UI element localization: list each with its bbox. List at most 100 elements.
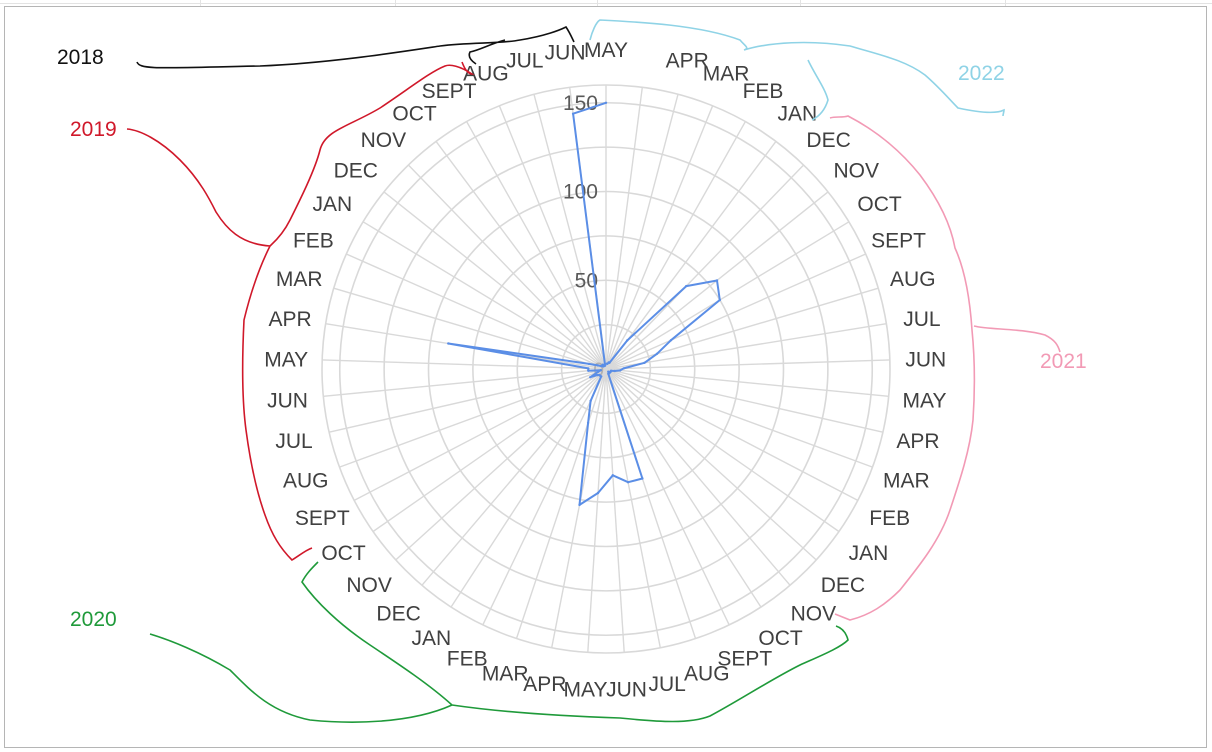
category-label: MAY [903,390,947,413]
series-point[interactable] [596,370,599,374]
grid-spoke [605,140,777,370]
series-point[interactable] [589,376,592,379]
category-label: FEB [743,80,784,103]
grid-spoke [605,221,850,370]
category-label: JAN [313,193,353,216]
series-point[interactable] [609,369,613,372]
category-label: JUL [649,673,686,696]
category-label: JAN [849,542,889,565]
year-annotations [126,19,1061,723]
grid-spoke [605,323,887,370]
series-point[interactable] [587,362,591,366]
category-label: FEB [293,230,334,253]
grid-spoke [605,121,747,370]
grid-spoke [362,221,607,370]
series-point[interactable] [626,339,629,342]
grid-spoke [605,368,817,561]
grid-spoke [383,191,607,370]
category-label: JUN [545,42,586,65]
category-label: MAY [564,678,608,701]
category-label: AUG [463,62,509,85]
annotation-label-2019: 2019 [70,118,117,141]
series-point[interactable] [641,477,644,480]
category-label: MAR [703,62,750,85]
category-label: DEC [821,574,865,597]
grid-spoke [515,368,607,639]
grid-spoke [605,164,805,370]
series-point[interactable] [669,339,673,342]
grid-spoke [482,368,607,626]
grid-spoke [323,368,607,397]
series-point[interactable] [605,362,608,365]
grid-spoke [605,368,730,626]
category-label: AUG [890,268,936,291]
series-point[interactable] [622,367,625,370]
series-point[interactable] [589,399,592,403]
grid-spoke [353,368,607,502]
grid-spoke [605,105,714,370]
annotation-label-2018: 2018 [57,46,104,69]
series-point[interactable] [613,369,616,373]
series-point[interactable] [600,365,603,368]
grid-spoke [333,287,607,370]
category-label: MAR [482,663,529,686]
grid-spoke [605,368,889,397]
annotation-bracket-2021 [829,115,1061,621]
category-label: SEPT [717,647,772,670]
annotation-label-2020: 2020 [70,608,117,631]
series-point[interactable] [715,279,719,282]
gridline [800,0,801,6]
category-label: OCT [321,542,366,565]
grid-spoke [328,368,607,433]
grid-spoke [605,368,873,468]
series-point[interactable] [618,369,622,372]
category-label: MAY [264,349,308,372]
category-label: NOV [833,160,879,183]
series-point[interactable] [578,503,581,507]
category-label: FEB [447,647,488,670]
grid-spoke [407,164,607,370]
grid-spoke [605,368,791,586]
grid-spoke [605,368,859,502]
series-point[interactable] [718,298,721,302]
category-label: JAN [412,627,452,650]
gridline [1005,0,1006,6]
category-label: JUL [903,308,940,331]
series-point[interactable] [685,284,688,288]
series-point[interactable] [643,361,646,364]
series-point[interactable] [611,474,614,477]
category-label: NOV [361,129,407,152]
series-point[interactable] [596,491,600,495]
category-label: JUN [606,678,647,701]
grid-spoke [605,87,643,370]
series-point[interactable] [599,369,602,372]
series-point[interactable] [600,375,603,378]
series-point[interactable] [604,101,608,105]
series-point[interactable] [447,342,450,345]
grid-spoke [605,368,884,433]
category-label: JUL [506,50,543,73]
category-label: AUG [283,470,329,493]
annotation-bracket-2018 [136,25,575,69]
series-point[interactable] [586,421,590,425]
gridline [597,0,598,6]
category-label: APR [523,673,566,696]
grid-spoke [395,368,607,561]
series-point[interactable] [587,369,590,372]
series-point[interactable] [571,112,575,115]
series-point[interactable] [655,352,659,355]
series-point[interactable] [596,364,600,367]
category-label: JUL [275,430,312,453]
series-point[interactable] [596,373,599,377]
grid-spoke [605,368,661,648]
category-label: SEPT [422,80,477,103]
gridline [395,0,396,6]
radar-grid [321,84,891,654]
grid-spoke [605,253,866,370]
category-label: JUN [905,349,946,372]
gridline [200,0,201,6]
series-point[interactable] [587,367,590,370]
grid-spoke [372,368,607,533]
series-point[interactable] [626,481,630,484]
